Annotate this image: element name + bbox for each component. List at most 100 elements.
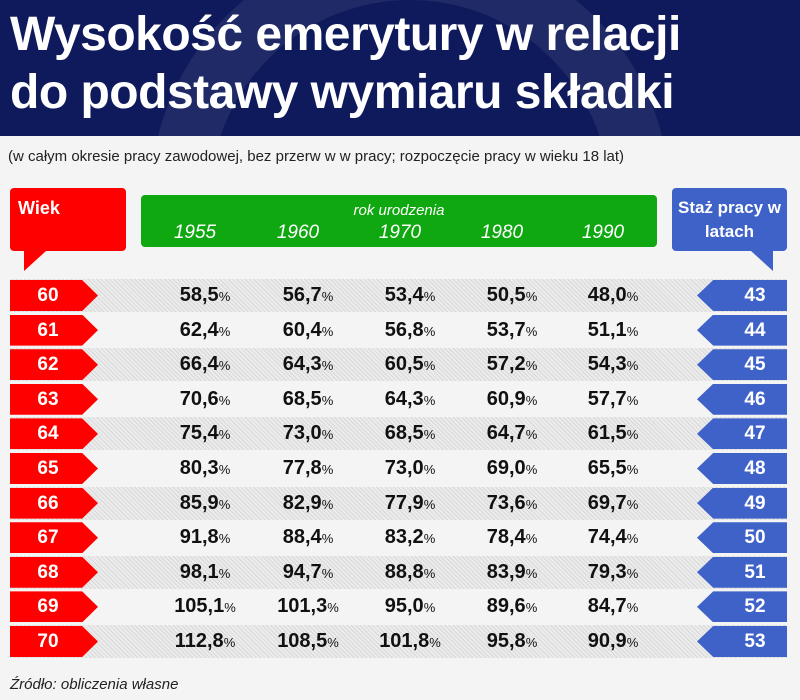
value-cell: 53,7% [462,314,562,348]
value-number: 53,4 [384,284,424,306]
percent-unit: % [423,496,436,512]
value-number: 89,6 [486,595,526,618]
tenure-cell: 52 [697,591,787,623]
value-cell: 95,8% [462,625,562,659]
value-number: 60,9 [486,387,526,410]
value-cell: 89,6% [462,590,562,624]
page-title: Wysokość emerytury w relacji do podstawy… [10,6,681,122]
percent-unit: % [224,600,236,616]
value-cell: 73,6% [462,487,562,521]
percent-unit: % [423,565,436,581]
value-number: 58,5 [179,284,219,306]
value-number: 68,5 [384,422,424,445]
percent-unit: % [321,496,334,512]
value-cell: 64,7% [462,417,562,451]
value-cell: 51,1% [563,314,663,348]
value-cell: 53,4% [360,279,460,313]
value-cell: 56,8% [360,314,460,348]
value-number: 82,9 [282,491,322,514]
value-cell: 80,3% [155,452,255,486]
percent-unit: % [327,600,339,616]
percent-unit: % [321,323,334,339]
table-row: 68 98,1% 94,7% 88,8% 83,9% 79,3% 51 [10,555,787,590]
value-number: 79,3 [587,560,627,583]
percent-unit: % [525,323,538,339]
value-cell: 68,5% [360,417,460,451]
value-cell: 101,8% [360,625,460,659]
age-cell: 64 [10,418,98,450]
table-row: 60 58,5% 56,7% 53,4% 50,5% 48,0% 43 [10,279,787,312]
value-number: 83,2 [384,526,424,549]
percent-unit: % [626,462,639,477]
percent-unit: % [423,392,436,408]
percent-unit: % [423,427,436,443]
value-cell: 112,8% [155,625,255,659]
age-cell: 69 [10,591,98,623]
value-cell: 50,5% [462,279,562,313]
percent-unit: % [626,289,639,304]
value-number: 51,1 [587,318,627,341]
table-row: 70 112,8% 108,5% 101,8% 95,8% 90,9% 53 [10,625,787,658]
value-number: 70,6 [179,387,219,410]
percent-unit: % [423,531,436,547]
percent-unit: % [218,427,231,443]
value-number: 66,4 [179,353,219,376]
value-cell: 68,5% [258,383,358,417]
tenure-cell: 49 [697,487,787,519]
value-cell: 77,8% [258,452,358,486]
value-number: 112,8 [174,630,224,652]
value-cell: 83,2% [360,521,460,555]
value-cell: 108,5% [258,625,358,659]
percent-unit: % [423,323,436,339]
value-cell: 58,5% [155,279,255,313]
percent-unit: % [423,462,436,477]
value-cell: 98,1% [155,556,255,590]
percent-unit: % [327,635,339,650]
value-cell: 64,3% [258,348,358,382]
value-number: 77,9 [384,491,424,514]
percent-unit: % [626,427,639,443]
value-number: 64,7 [486,422,526,445]
value-cell: 66,4% [155,348,255,382]
percent-unit: % [218,392,231,408]
value-cell: 83,9% [462,556,562,590]
age-header: Wiek [10,188,126,271]
value-cell: 69,0% [462,452,562,486]
tenure-cell: 46 [697,383,787,415]
value-cell: 60,5% [360,348,460,382]
value-number: 64,3 [384,387,424,410]
value-cell: 57,7% [563,383,663,417]
tenure-cell: 45 [697,349,787,381]
subtitle: (w całym okresie pracy zawodowej, bez pr… [8,148,625,165]
percent-unit: % [218,323,231,339]
tenure-cell: 50 [697,522,787,554]
column-header-1955: 1955 [173,222,217,243]
birth-year-label: rok urodzenia [353,202,445,219]
birth-year-header: rok urodzenia 1955 1960 1970 1980 1990 [141,195,657,247]
title-line-1: Wysokość emerytury w relacji [10,8,681,61]
value-cell: 90,9% [563,625,663,659]
table-row: 69 105,1% 101,3% 95,0% 89,6% 84,7% 52 [10,590,787,624]
percent-unit: % [321,392,334,408]
value-number: 64,3 [282,353,322,376]
value-cell: 75,4% [155,417,255,451]
percent-unit: % [525,496,538,512]
value-number: 74,4 [587,526,627,549]
percent-unit: % [218,496,231,512]
percent-unit: % [429,635,441,650]
percent-unit: % [218,462,231,477]
value-cell: 70,6% [155,383,255,417]
table-row: 66 85,9% 82,9% 77,9% 73,6% 69,7% 49 [10,486,787,521]
tenure-cell: 47 [697,418,787,450]
value-number: 80,3 [179,457,219,479]
tenure-header: Staż pracy w latach [672,188,787,271]
column-header-1970: 1970 [378,222,422,243]
value-number: 56,8 [384,318,424,341]
age-cell: 68 [10,556,98,588]
percent-unit: % [525,289,538,304]
percent-unit: % [525,358,538,374]
value-number: 83,9 [486,560,526,583]
value-cell: 95,0% [360,590,460,624]
source-note: Źródło: obliczenia własne [10,676,179,693]
value-number: 73,0 [384,457,424,479]
